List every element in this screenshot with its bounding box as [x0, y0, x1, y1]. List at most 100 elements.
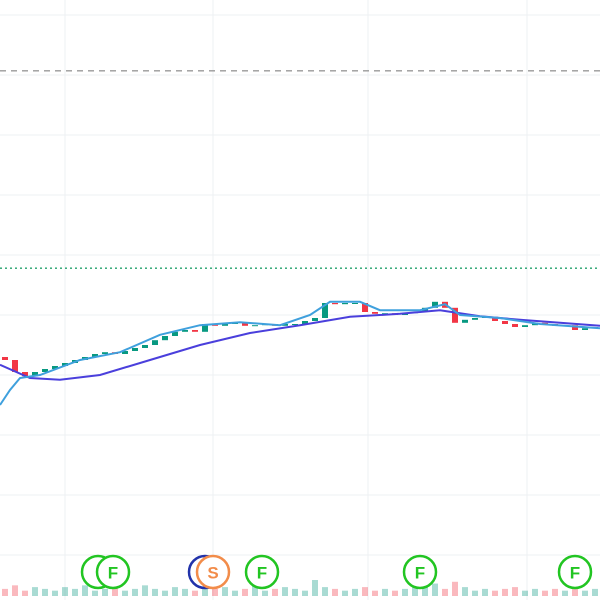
volume-bar [462, 587, 468, 596]
candle [162, 336, 168, 341]
volume-bar [442, 588, 448, 596]
candle [292, 324, 298, 325]
candle [12, 360, 18, 372]
volume-bar [342, 590, 348, 596]
candle [522, 325, 528, 327]
volume-bar [302, 590, 308, 596]
volume-bar [352, 588, 358, 596]
volume-bar [252, 585, 258, 596]
volume-bar [102, 588, 108, 596]
volume-bar [222, 587, 228, 596]
candle [512, 324, 518, 327]
volume-bar [2, 588, 8, 596]
candle [252, 325, 258, 327]
volume-bar [432, 583, 438, 596]
volume-bar [492, 590, 498, 596]
candle [142, 345, 148, 348]
volume-bar [532, 588, 538, 596]
volume-bar [522, 590, 528, 596]
volume-bar [272, 588, 278, 596]
volume-bar [552, 588, 558, 596]
candle [282, 324, 288, 326]
volume-bar [22, 590, 28, 596]
event-marker [244, 554, 280, 590]
candle [342, 303, 348, 305]
candle [582, 328, 588, 330]
candle [152, 340, 158, 345]
candle [132, 348, 138, 351]
volume-bar [512, 587, 518, 596]
candle [202, 324, 208, 332]
volume-bar [42, 588, 48, 596]
volume-bar [12, 585, 18, 596]
event-marker [557, 554, 593, 590]
volume-bar [132, 588, 138, 596]
volume-bar [412, 587, 418, 596]
volume-bar [422, 585, 428, 596]
candle [172, 331, 178, 336]
candle [312, 318, 318, 321]
candle [462, 319, 468, 323]
candle [122, 351, 128, 354]
volume-bar [232, 590, 238, 596]
volume-bar [382, 588, 388, 596]
candle [102, 352, 108, 354]
event-marker [95, 554, 131, 590]
volume-bar [192, 590, 198, 596]
candle [62, 363, 68, 366]
volume-bar [362, 587, 368, 596]
volume-bar [312, 580, 318, 596]
candle [192, 330, 198, 332]
volume-bar [392, 590, 398, 596]
candle [322, 303, 328, 318]
volume-bar [62, 587, 68, 596]
volume-bar [82, 585, 88, 596]
volume-bar [242, 588, 248, 596]
candle [352, 303, 358, 304]
event-marker [402, 554, 438, 590]
volume-bar [152, 588, 158, 596]
volume-bar [582, 590, 588, 596]
candle [452, 307, 458, 323]
volume-bar [402, 588, 408, 596]
moving-average-line [0, 300, 600, 406]
volume-bar [562, 590, 568, 596]
volume-bar [172, 587, 178, 596]
candle [92, 354, 98, 357]
volume-bar [542, 590, 548, 596]
event-marker [195, 554, 231, 590]
volume-bar [142, 585, 148, 596]
candle [372, 312, 378, 314]
volume-bar [72, 588, 78, 596]
candle [432, 301, 438, 308]
volume-bar [112, 587, 118, 596]
volume-bar [482, 588, 488, 596]
volume-bar [282, 587, 288, 596]
candle [332, 303, 338, 305]
candle [572, 325, 578, 330]
volume-bar [472, 590, 478, 596]
candle [502, 321, 508, 324]
volume-bar [322, 587, 328, 596]
candle [362, 303, 368, 312]
volume-bar [332, 588, 338, 596]
volume-bar [52, 590, 58, 596]
candle [182, 330, 188, 332]
event-marker-label: F [570, 564, 580, 583]
volume-bar [572, 588, 578, 596]
volume-bar [262, 590, 268, 596]
volume-bar [212, 588, 218, 596]
candle [492, 316, 498, 321]
candle [2, 357, 8, 360]
candle [22, 372, 28, 377]
candle [242, 322, 248, 326]
volume-bar [92, 590, 98, 596]
candle [222, 324, 228, 326]
volume-bar [182, 588, 188, 596]
volume-bar [122, 590, 128, 596]
event-marker-label: F [415, 564, 425, 583]
moving-average-line [0, 309, 600, 381]
volume-bar [32, 587, 38, 596]
